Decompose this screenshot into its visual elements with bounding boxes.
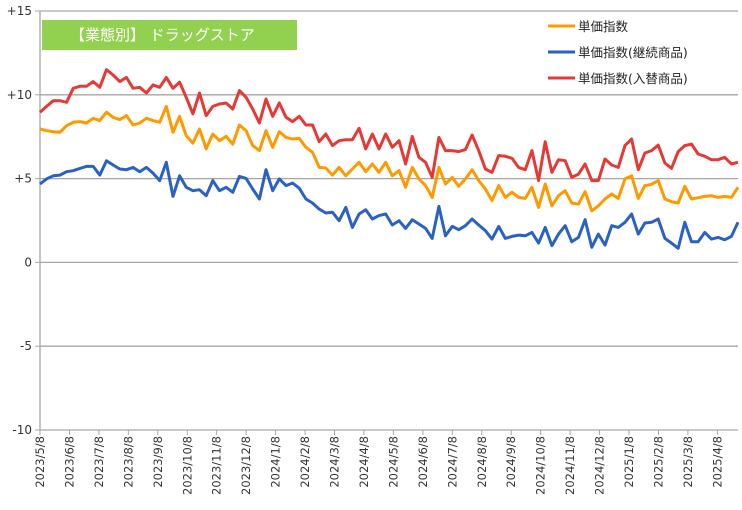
- x-tick-label: 2024/12/8: [593, 436, 607, 495]
- y-tick-label: +5: [14, 172, 32, 186]
- legend-label: 単価指数(継続商品): [578, 45, 688, 60]
- x-tick-label: 2024/2/8: [298, 436, 312, 488]
- x-tick-label: 2023/9/8: [151, 436, 165, 488]
- x-tick-label: 2025/1/8: [622, 436, 636, 488]
- legend-label: 単価指数: [578, 19, 629, 34]
- x-tick-label: 2024/11/8: [563, 436, 577, 495]
- y-tick-label: +15: [7, 4, 32, 18]
- series-line-1: [39, 159, 740, 250]
- x-tick-label: 2024/8/8: [475, 436, 489, 488]
- y-tick-label: +10: [7, 88, 32, 102]
- x-tick-label: 2024/5/8: [386, 436, 400, 488]
- x-tick-label: 2023/8/8: [121, 436, 135, 488]
- x-tick-label: 2024/3/8: [328, 436, 342, 488]
- x-tick-label: 2023/11/8: [210, 436, 224, 495]
- x-tick-label: 2023/10/8: [180, 436, 194, 495]
- y-tick-label: -5: [20, 339, 32, 353]
- series-line-0: [39, 104, 740, 213]
- x-tick-label: 2024/4/8: [357, 436, 371, 488]
- x-tick-label: 2025/2/8: [651, 436, 665, 488]
- x-tick-label: 2023/6/8: [62, 436, 76, 488]
- x-tick-label: 2023/7/8: [92, 436, 106, 488]
- x-tick-label: 2024/10/8: [534, 436, 548, 495]
- x-tick-label: 2024/1/8: [269, 436, 283, 488]
- chart-title: 【業態別】 ドラッグストア: [42, 20, 297, 50]
- y-tick-label: -10: [12, 423, 32, 437]
- series-line-2: [39, 68, 739, 183]
- x-tick-label: 2024/9/8: [504, 436, 518, 488]
- y-tick-label: 0: [24, 255, 32, 269]
- x-tick-label: 2025/3/8: [681, 436, 695, 488]
- x-tick-label: 2024/6/8: [416, 436, 430, 488]
- x-tick-label: 2023/5/8: [33, 436, 47, 488]
- legend-label: 単価指数(入替商品): [578, 71, 688, 86]
- x-tick-label: 2025/4/8: [710, 436, 724, 488]
- x-tick-label: 2023/12/8: [239, 436, 253, 495]
- x-tick-label: 2024/7/8: [445, 436, 459, 488]
